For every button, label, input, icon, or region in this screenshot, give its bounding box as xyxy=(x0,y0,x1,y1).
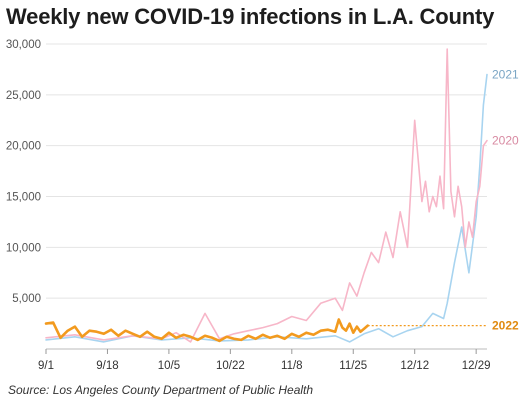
x-tick-label: 12/29 xyxy=(462,360,491,372)
x-tick-label: 9/18 xyxy=(96,360,118,372)
y-tick-label: 25,000 xyxy=(6,90,41,102)
series-line-2021 xyxy=(45,73,488,343)
x-tick-label: 12/12 xyxy=(400,360,429,372)
y-tick-label: 10,000 xyxy=(6,242,41,254)
source-note: Source: Los Angeles County Department of… xyxy=(8,383,314,397)
x-tick-label: 10/22 xyxy=(216,360,245,372)
y-tick-label: 5,000 xyxy=(12,293,41,305)
chart-title: Weekly new COVID-19 infections in L.A. C… xyxy=(6,4,495,29)
series-label-2021: 2021 xyxy=(492,68,519,82)
x-tick-label: 11/25 xyxy=(339,360,367,372)
series-line-2020 xyxy=(45,48,488,343)
gridlines xyxy=(46,43,487,350)
series-label-2020: 2020 xyxy=(492,134,519,148)
series-labels: 2021 2020 2022 xyxy=(492,68,519,333)
series-label-2022: 2022 xyxy=(492,319,519,333)
series-lines xyxy=(44,48,488,343)
y-tick-label: 15,000 xyxy=(6,192,41,204)
x-tick-label: 10/5 xyxy=(158,360,180,372)
y-tick-label: 30,000 xyxy=(6,39,41,51)
y-tick-label: 20,000 xyxy=(6,141,41,153)
y-axis-ticks: 5,000 10,000 15,000 20,000 25,000 30,000 xyxy=(6,39,41,305)
series-line-2022 xyxy=(44,318,370,343)
x-axis-ticks: 9/1 9/18 10/5 10/22 11/8 11/25 12/12 12/29 xyxy=(38,349,491,372)
x-tick-label: 11/8 xyxy=(281,360,303,372)
x-tick-label: 9/1 xyxy=(38,360,54,372)
